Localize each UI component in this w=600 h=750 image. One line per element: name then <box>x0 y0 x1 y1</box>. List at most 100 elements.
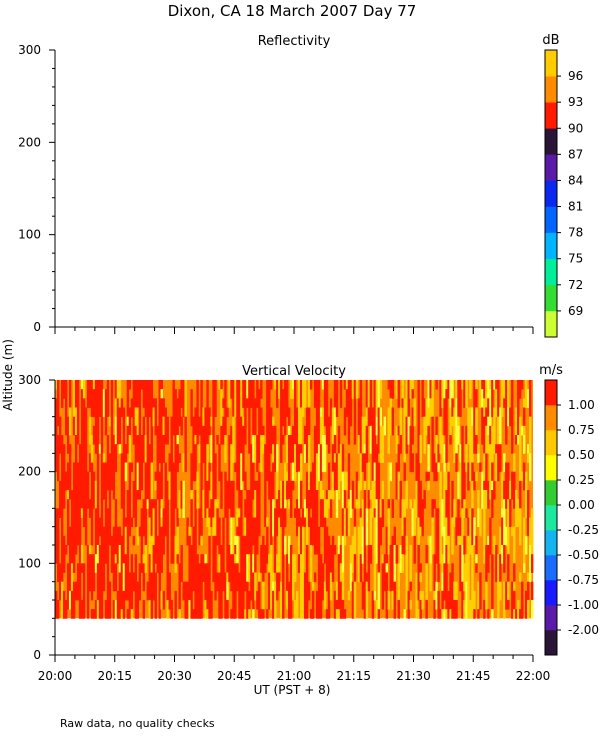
colorbar-swatch <box>545 284 557 312</box>
heatmap-cell <box>160 398 163 427</box>
heatmap-cell <box>327 600 331 619</box>
heatmap-cell <box>423 398 426 418</box>
heatmap-cell <box>240 416 243 454</box>
heatmap-cell <box>234 563 237 601</box>
heatmap-cell <box>248 444 251 454</box>
heatmap-cell <box>176 398 179 418</box>
heatmap-cell <box>250 462 253 473</box>
heatmap-cell <box>94 398 98 408</box>
heatmap-cell <box>499 407 502 445</box>
heatmap-cell <box>483 480 486 491</box>
heatmap-cell <box>435 416 438 436</box>
heatmap-cell <box>122 453 126 491</box>
heatmap-cell <box>495 380 498 390</box>
heatmap-cell <box>82 600 86 619</box>
heatmap-cell <box>268 416 271 445</box>
heatmap-cell <box>92 609 96 619</box>
heatmap-cell <box>212 407 215 445</box>
heatmap-cell <box>162 416 165 436</box>
colorbar-border <box>544 379 558 656</box>
heatmap-cell <box>307 490 311 528</box>
heatmap-cell <box>182 453 185 473</box>
heatmap-cell <box>415 609 418 619</box>
heatmap-cell <box>317 554 321 583</box>
heatmap-cell <box>455 600 458 619</box>
heatmap-cell <box>138 416 142 436</box>
heatmap-cell <box>305 545 309 583</box>
heatmap-cell <box>475 389 478 408</box>
heatmap-cell <box>150 499 153 528</box>
heatmap-cell <box>319 554 323 592</box>
heatmap-cell <box>505 380 508 408</box>
heatmap-cell <box>140 508 144 546</box>
heatmap-cell <box>489 444 492 482</box>
heatmap-cell <box>286 407 289 418</box>
heatmap-cell <box>176 526 179 555</box>
heatmap-cell <box>122 490 126 500</box>
heatmap-cell <box>409 600 412 610</box>
heatmap-cell <box>389 407 392 436</box>
heatmap-cell <box>513 563 516 583</box>
heatmap-cell <box>431 499 434 518</box>
heatmap-cell <box>228 380 231 408</box>
heatmap-cell <box>437 590 440 619</box>
heatmap-cell <box>90 609 94 619</box>
colorbar-unit: m/s <box>539 363 563 378</box>
heatmap-cell <box>319 480 323 500</box>
heatmap-cell <box>96 563 100 601</box>
heatmap-cell <box>487 435 490 454</box>
heatmap-cell <box>507 581 510 592</box>
heatmap-cell <box>224 609 227 619</box>
heatmap-cell <box>297 554 301 573</box>
heatmap-cell <box>294 380 297 418</box>
heatmap-cell <box>525 480 528 518</box>
heatmap-cell <box>369 545 373 564</box>
heatmap-cell <box>160 389 163 399</box>
heatmap-cell <box>288 425 291 436</box>
heatmap-cell <box>331 407 335 445</box>
heatmap-cell <box>347 480 351 500</box>
heatmap-cell <box>325 499 329 518</box>
y-tick-label: 300 <box>18 43 41 57</box>
heatmap-cell <box>471 600 474 619</box>
heatmap-cell <box>475 407 478 436</box>
heatmap-cell <box>218 444 221 482</box>
heatmap-cell <box>451 398 454 418</box>
heatmap-cell <box>290 480 293 518</box>
heatmap-cell <box>90 435 94 463</box>
heatmap-cell <box>188 600 191 619</box>
heatmap-cell <box>445 380 448 390</box>
heatmap-cell <box>80 563 84 573</box>
heatmap-cell <box>142 499 146 518</box>
heatmap-cell <box>216 572 219 583</box>
heatmap-cell <box>268 444 271 454</box>
heatmap-cell <box>264 554 267 573</box>
heatmap-cell <box>126 416 130 427</box>
heatmap-cell <box>361 581 365 610</box>
heatmap-cell <box>72 563 76 573</box>
heatmap-cell <box>96 508 100 518</box>
heatmap-cell <box>517 499 520 528</box>
heatmap-cell <box>74 499 78 528</box>
heatmap-cell <box>387 535 390 555</box>
heatmap-cell <box>194 517 197 528</box>
heatmap-cell <box>174 435 177 454</box>
heatmap-cell <box>174 535 177 573</box>
heatmap-cell <box>497 380 500 399</box>
heatmap-cell <box>112 462 116 500</box>
heatmap-cell <box>132 535 136 546</box>
heatmap-cell <box>64 545 68 555</box>
heatmap-cell <box>252 554 255 573</box>
heatmap-cell <box>162 508 165 528</box>
heatmap-cell <box>76 380 80 418</box>
heatmap-cell <box>301 526 305 555</box>
heatmap-cell <box>264 444 267 473</box>
heatmap-cell <box>126 526 130 564</box>
colorbar-label: 0.25 <box>568 473 595 487</box>
heatmap-cell <box>409 581 412 592</box>
heatmap-cell <box>353 526 357 555</box>
heatmap-cell <box>194 526 197 546</box>
heatmap-cell <box>248 535 251 555</box>
heatmap-cell <box>353 554 357 583</box>
